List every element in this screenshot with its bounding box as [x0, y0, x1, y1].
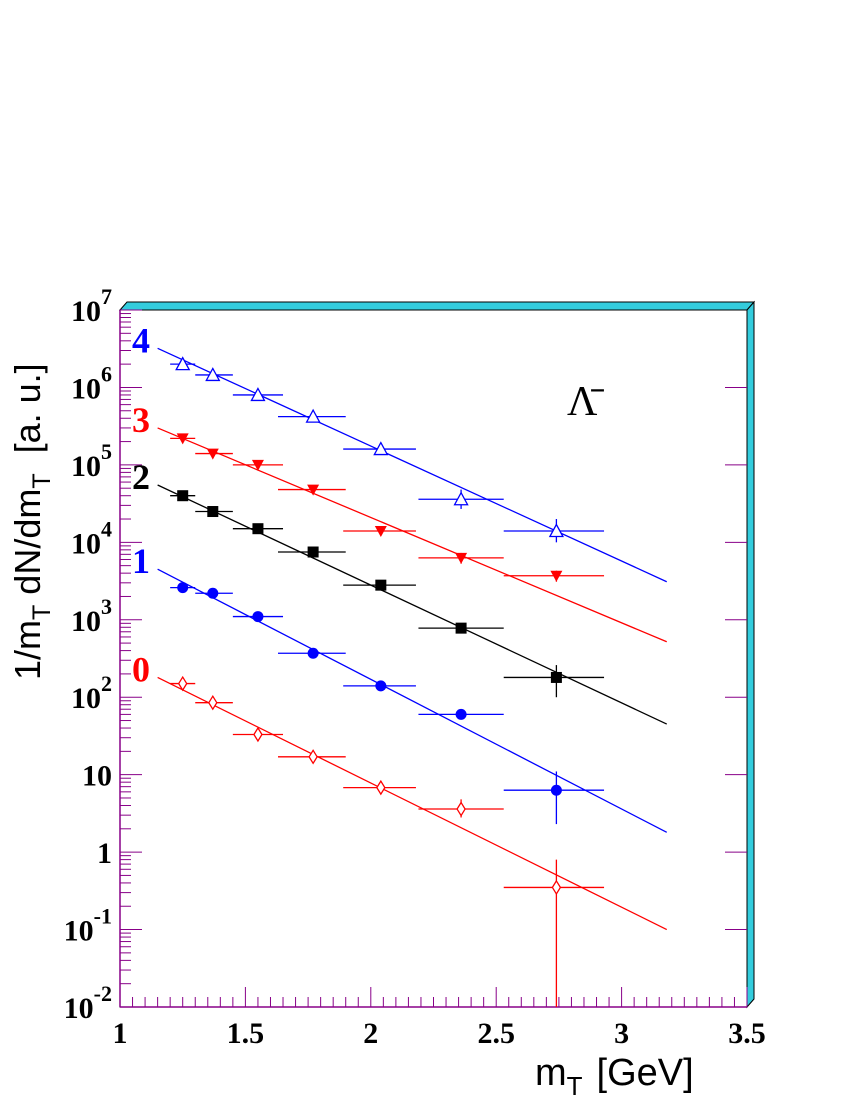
marker-triangle-up-open	[548, 523, 564, 538]
marker-circle	[375, 680, 387, 692]
marker-circle	[307, 647, 319, 659]
series-label-4: 4	[132, 320, 150, 360]
marker-square	[375, 579, 387, 591]
data-points	[170, 356, 605, 1007]
marker-diamond-open	[456, 801, 466, 817]
y-tick-labels: 10-2 10-1 1 10 102 103 104 105 106 107	[64, 284, 112, 1025]
x-tick-labels: 1 1.5 2 2.5 3 3.5	[113, 1017, 766, 1050]
fit-line-2	[157, 484, 668, 725]
marker-circle	[177, 582, 189, 594]
x-tick-label: 1.5	[227, 1017, 265, 1050]
series-3	[170, 433, 605, 582]
marker-triangle-up-open	[250, 387, 266, 402]
marker-square	[207, 506, 219, 518]
marker-diamond-open	[208, 694, 218, 711]
series-4	[170, 356, 605, 543]
y-axis-label: 1/mT dN/dmT [a. u.]	[7, 363, 56, 680]
marker-diamond-open	[177, 675, 188, 692]
marker-triangle-down	[455, 552, 468, 564]
y-tick-label: 103	[71, 594, 112, 638]
marker-circle	[455, 708, 467, 720]
marker-triangle-up-open	[305, 408, 321, 423]
series-label-0: 0	[132, 649, 150, 689]
marker-square	[550, 671, 562, 683]
frame-shadow-top	[118, 301, 756, 311]
marker-diamond-open	[551, 879, 562, 896]
y-tick-label: 10-1	[64, 904, 112, 948]
marker-square	[252, 523, 264, 535]
y-tick-label: 1	[97, 837, 112, 870]
y-tick-label: 107	[71, 284, 112, 328]
marker-diamond-open	[253, 726, 263, 743]
marker-triangle-down	[176, 433, 189, 445]
marker-triangle-up-open	[373, 441, 389, 456]
series-1	[170, 582, 605, 825]
x-tick-label: 3.5	[728, 1017, 766, 1050]
y-tick-label: 104	[71, 516, 112, 560]
series-0	[170, 675, 605, 1007]
marker-square	[307, 546, 319, 558]
marker-diamond-open	[376, 779, 386, 796]
fit-line-3	[157, 427, 667, 643]
marker-triangle-down	[251, 459, 264, 471]
marker-square	[177, 490, 189, 502]
marker-triangle-up-open	[453, 491, 469, 506]
y-tick-label: 105	[71, 439, 112, 483]
x-tick-label: 3	[614, 1017, 629, 1050]
x-tick-label: 2	[363, 1017, 378, 1050]
series-labels: 0 1 2 3 4	[132, 320, 150, 689]
marker-triangle-up-open	[175, 356, 191, 371]
y-tick-label: 106	[71, 361, 112, 405]
fit-line-4	[157, 347, 668, 583]
x-axis-label: mT [GeV]	[535, 1052, 694, 1100]
series-label-3: 3	[132, 400, 150, 440]
frame-shadow-right	[746, 300, 755, 1009]
marker-triangle-up-open	[205, 367, 221, 382]
series-2	[170, 490, 605, 698]
y-tick-label: 102	[71, 671, 112, 715]
marker-circle	[252, 611, 264, 623]
axis-ticks	[119, 309, 748, 1008]
fit-line-1	[157, 568, 668, 833]
plot-frame	[119, 309, 748, 1008]
marker-triangle-down	[206, 448, 219, 460]
marker-square	[455, 622, 467, 634]
series-label-2: 2	[132, 457, 150, 497]
series-label-1: 1	[132, 541, 150, 581]
marker-triangle-down	[374, 526, 387, 538]
x-tick-label: 2.5	[477, 1017, 515, 1050]
marker-circle	[207, 587, 219, 599]
marker-triangle-down	[550, 570, 563, 582]
x-tick-label: 1	[113, 1017, 128, 1050]
y-tick-label: 10-2	[64, 981, 112, 1025]
y-tick-label: 10	[82, 760, 112, 793]
marker-triangle-down	[307, 484, 320, 496]
marker-circle	[550, 784, 562, 796]
marker-diamond-open	[308, 749, 318, 765]
